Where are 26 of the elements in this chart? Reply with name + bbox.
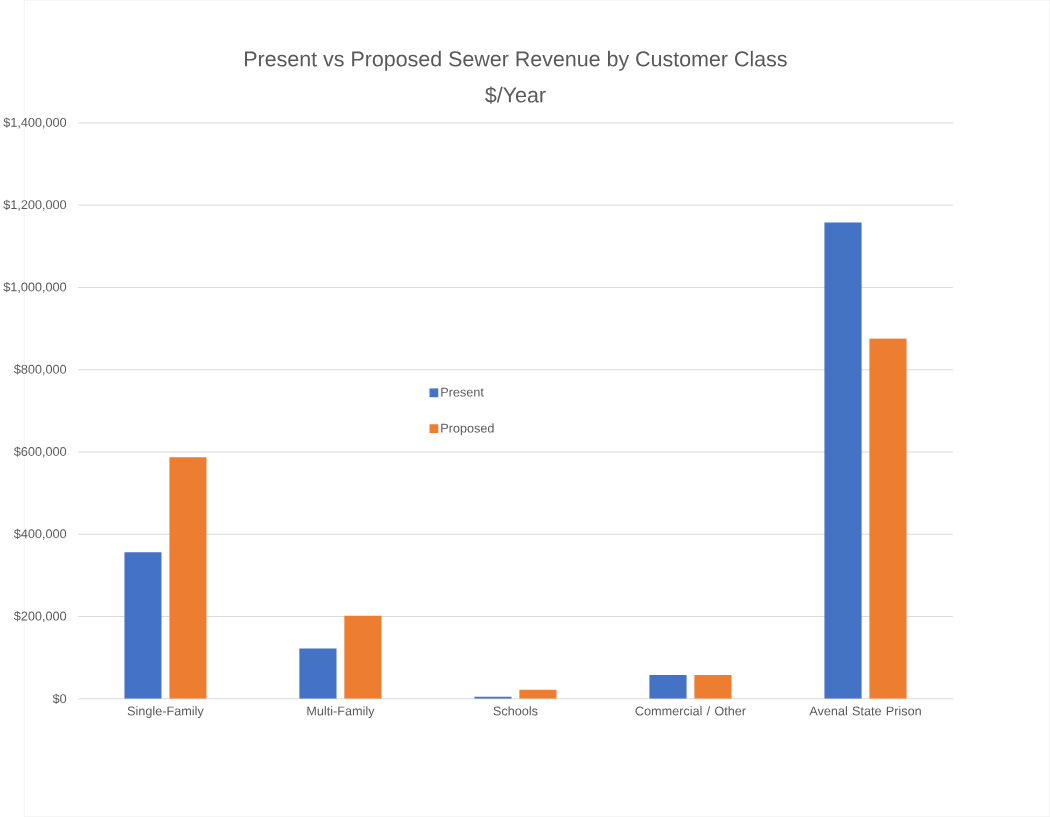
bar <box>649 675 687 699</box>
x-tick-label: Commercial / Other <box>635 706 746 716</box>
x-tick-label: Avenal State Prison <box>809 706 921 716</box>
bar <box>519 689 557 699</box>
legend-label: Proposed <box>441 423 494 436</box>
legend-label: Present <box>441 387 484 397</box>
x-tick-label: Multi-Family <box>307 706 375 719</box>
x-tick-label: Schools <box>493 706 538 716</box>
chart-subtitle: $/Year <box>485 86 546 104</box>
bar <box>124 552 162 699</box>
bar <box>169 457 207 699</box>
bar <box>869 338 907 699</box>
y-tick-label: $1,200,000 <box>3 199 67 211</box>
y-tick-label: $1,400,000 <box>3 117 67 129</box>
bar <box>344 615 382 699</box>
y-tick-label: $600,000 <box>13 446 67 458</box>
y-tick-label: $800,000 <box>13 364 67 376</box>
bar <box>824 222 862 699</box>
chart-title: Present vs Proposed Sewer Revenue by Customer Class <box>245 50 787 71</box>
y-tick-label: $400,000 <box>13 528 67 540</box>
y-tick-label: $0 <box>52 693 67 705</box>
bar <box>694 675 732 699</box>
x-tick-label: Single-Family <box>127 706 204 719</box>
y-tick-label: $1,000,000 <box>3 282 67 294</box>
y-tick-label: $200,000 <box>13 611 67 623</box>
bar <box>299 648 337 699</box>
